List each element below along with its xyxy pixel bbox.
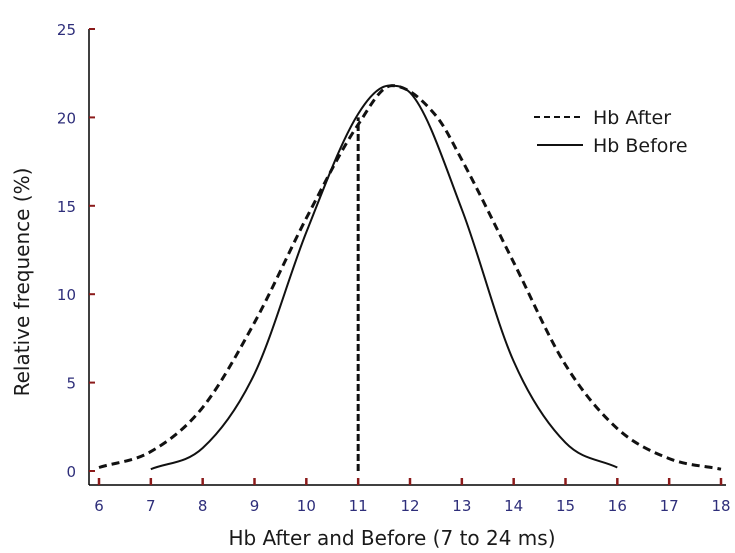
series-hb-before <box>150 84 618 471</box>
series-hb-after <box>98 84 722 471</box>
x-tick-label: 13 <box>452 497 471 515</box>
legend-label-hb-after: Hb After <box>593 107 671 129</box>
y-tick-label: 25 <box>57 21 76 39</box>
series-lines <box>98 84 722 471</box>
legend-label-hb-before: Hb Before <box>593 135 688 157</box>
x-tick-label: 6 <box>94 497 104 515</box>
x-tick-label: 16 <box>608 497 627 515</box>
y-tick-label: 20 <box>57 109 76 127</box>
x-tick-label: 7 <box>146 497 156 515</box>
x-tick-label: 10 <box>297 497 316 515</box>
y-axis: 0 5 10 15 20 25 <box>57 21 95 485</box>
x-tick-label: 17 <box>660 497 679 515</box>
y-tick-label: 0 <box>66 463 76 481</box>
x-axis-title: Hb After and Before (7 to 24 ms) <box>228 526 555 550</box>
legend: Hb After Hb Before <box>534 107 688 157</box>
y-axis-title: Relative frequence (%) <box>10 168 34 397</box>
y-tick-label: 5 <box>66 375 76 393</box>
y-tick-label: 15 <box>57 198 76 216</box>
x-tick-label: 18 <box>711 497 730 515</box>
x-tick-label: 15 <box>556 497 575 515</box>
x-tick-label: 14 <box>504 497 523 515</box>
x-tick-label: 8 <box>198 497 208 515</box>
x-tick-label: 9 <box>250 497 260 515</box>
y-tick-label: 10 <box>57 286 76 304</box>
x-tick-label: 12 <box>400 497 419 515</box>
x-tick-label: 11 <box>349 497 368 515</box>
x-axis: 6 7 8 9 10 11 12 13 14 15 16 17 18 <box>89 478 731 515</box>
